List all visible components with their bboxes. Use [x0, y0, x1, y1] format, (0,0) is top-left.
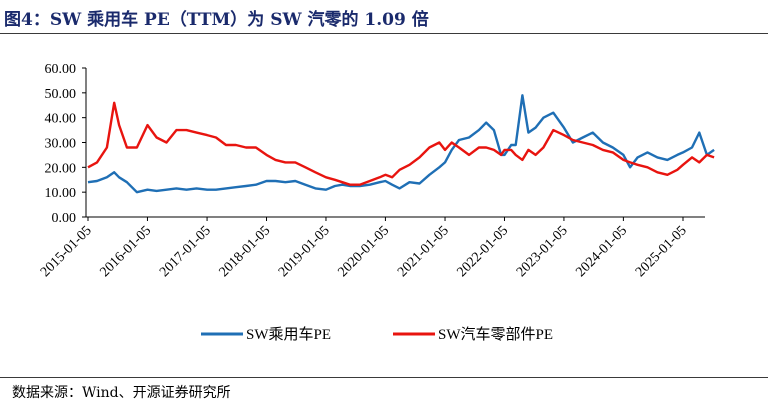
x-tick-label: 2024-01-05: [573, 223, 630, 280]
x-tick-label: 2020-01-05: [335, 223, 392, 280]
series-line-0: [87, 94, 715, 194]
y-tick-label: 60.00: [45, 62, 77, 77]
x-tick-label: 2021-01-05: [395, 223, 452, 280]
series-lines: [87, 94, 715, 194]
y-tick-label: 40.00: [45, 112, 77, 127]
y-tick-label: 50.00: [45, 87, 77, 102]
x-axis-ticks: 2015-01-05 2016-01-05 2017-01-05 2018-01-05…: [38, 217, 690, 280]
y-tick-label: 0.00: [52, 211, 77, 226]
x-tick-label: 2018-01-05: [217, 223, 274, 280]
figure-title: 图4：SW 乘用车 PE（TTM）为 SW 汽零的 1.09 倍: [4, 10, 429, 30]
y-axis-ticks: 60.00 50.00 40.00 30.00 20.00 10.00 0.00: [45, 62, 86, 226]
x-tick-label: 2022-01-05: [455, 223, 512, 280]
x-tick-label: 2015-01-05: [38, 223, 95, 280]
legend-label-1: SW汽车零部件PE: [438, 326, 553, 343]
legend-label-0: SW乘用车PE: [246, 326, 331, 343]
series-line-1: [87, 101, 715, 186]
x-tick-label: 2019-01-05: [276, 223, 333, 280]
footer-rule: [0, 377, 768, 378]
x-tick-label: 2016-01-05: [97, 223, 154, 280]
title-rule: [0, 33, 768, 34]
x-tick-label: 2017-01-05: [157, 223, 214, 280]
x-tick-label: 2023-01-05: [514, 223, 571, 280]
y-tick-label: 10.00: [45, 186, 77, 201]
source-note: 数据来源：Wind、开源证券研究所: [12, 385, 231, 401]
x-tick-label: 2025-01-05: [633, 223, 690, 280]
chart-axes: [85, 68, 705, 218]
y-tick-label: 20.00: [45, 161, 77, 176]
chart-legend: SW乘用车PE SW汽车零部件PE: [201, 326, 553, 343]
y-tick-label: 30.00: [45, 137, 77, 152]
